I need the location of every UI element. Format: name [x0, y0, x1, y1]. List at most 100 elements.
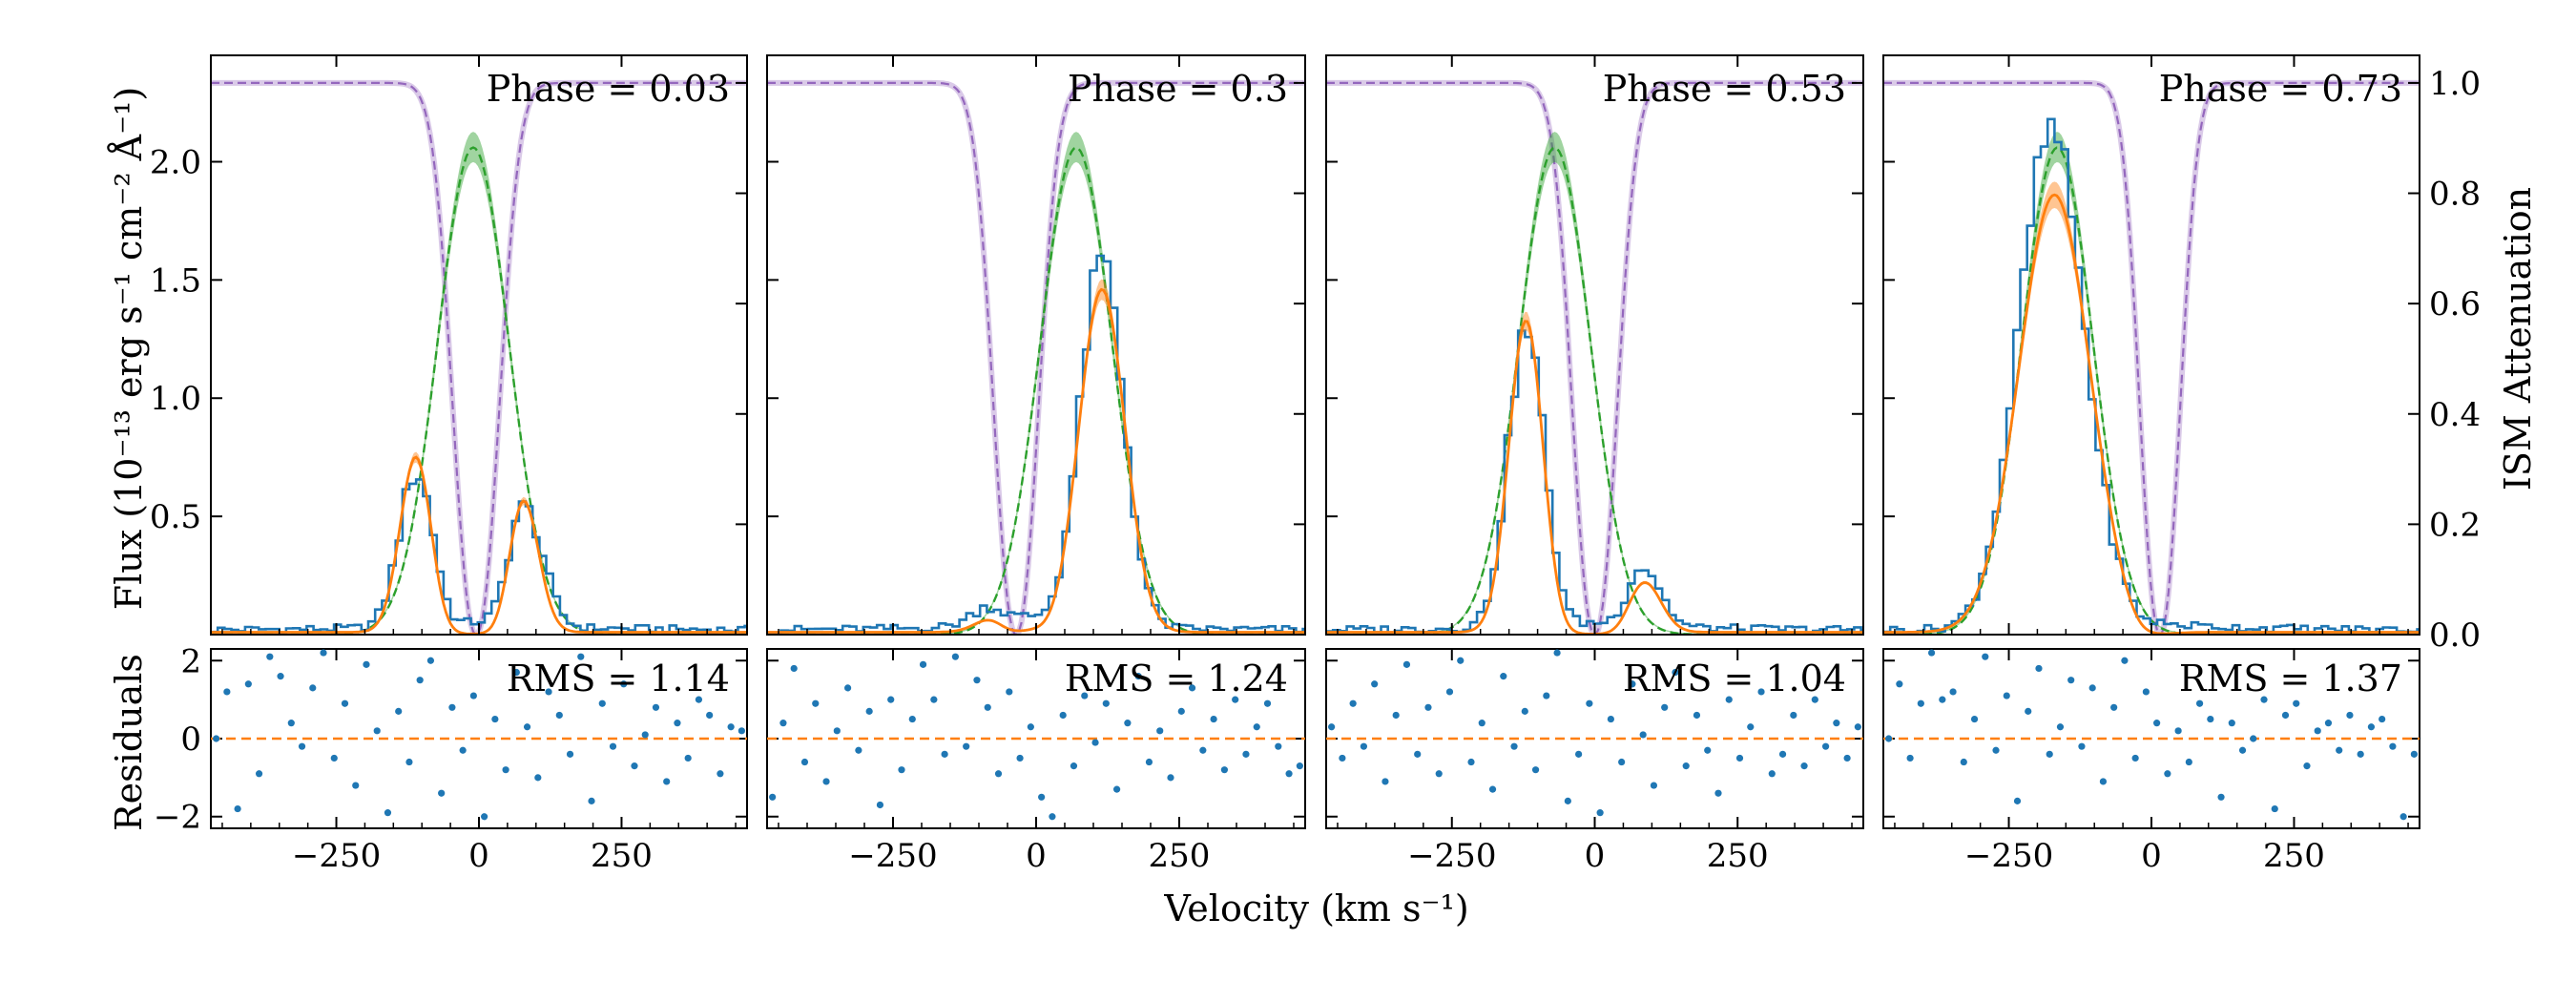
residual-point — [2099, 778, 2108, 785]
residual-point — [1435, 770, 1443, 778]
residual-point — [416, 677, 424, 684]
residual-point — [2357, 750, 2364, 758]
residual-point — [1360, 742, 1368, 750]
residual-point — [1618, 758, 1626, 766]
residual-point — [1091, 739, 1099, 746]
residual-point — [1939, 696, 1946, 703]
residual-point — [1586, 699, 1593, 707]
residual-point — [2046, 750, 2053, 758]
residual-point — [865, 707, 873, 715]
residual-point — [298, 742, 306, 750]
ism-band — [767, 79, 1305, 635]
residual-point — [1854, 723, 1861, 731]
residual-point — [1735, 754, 1744, 762]
residual-point — [876, 801, 884, 809]
y-tick-label: 0.5 — [150, 498, 201, 536]
right-tick-label: 0.6 — [2429, 285, 2481, 324]
residual-point — [1906, 754, 1914, 762]
residual-point — [2067, 677, 2075, 684]
residual-point — [1917, 699, 1924, 707]
residual-point — [1639, 731, 1647, 739]
residual-point — [534, 774, 542, 782]
residual-point — [1821, 742, 1830, 750]
plot-area — [1883, 79, 2420, 635]
residual-point — [2121, 657, 2129, 664]
residual-point — [1629, 680, 1636, 688]
residual-point — [1156, 727, 1164, 735]
residual-point — [1199, 746, 1207, 754]
residual-point — [1725, 696, 1733, 703]
residual-point — [1960, 758, 1967, 766]
residual-point — [287, 720, 295, 727]
res-y-tick-label: 0 — [180, 720, 201, 759]
residual-point — [2293, 699, 2300, 707]
residual-point — [2314, 727, 2321, 735]
rms-label: RMS = 1.14 — [507, 658, 730, 699]
residual-point — [1575, 750, 1583, 758]
residual-point — [577, 653, 585, 660]
residual-point — [1285, 770, 1293, 778]
residual-point — [1768, 770, 1776, 778]
model-band — [211, 451, 747, 635]
rms-label: RMS = 1.37 — [2179, 658, 2402, 699]
residual-point — [2131, 754, 2139, 762]
residual-point — [2035, 664, 2043, 673]
residual-point — [2217, 793, 2225, 801]
residual-point — [1661, 703, 1669, 711]
panel-4: −250 0 250 0.0 0.2 0.4 0.6 0.8 1.0 Phase = 0.73 RM… — [1882, 54, 2481, 875]
residual-point — [812, 699, 820, 707]
residual-point — [963, 742, 970, 750]
panel-2: −250 0 250 Phase = 0.3 RMS = 1.24 — [766, 54, 1306, 875]
residual-point — [695, 696, 703, 703]
residual-point — [2110, 703, 2118, 711]
data-histogram — [1883, 117, 2420, 635]
residual-point — [1607, 715, 1614, 723]
residual-point — [1253, 723, 1260, 731]
residual-point — [620, 680, 628, 688]
residual-point — [1885, 735, 1893, 742]
residual-point — [2399, 813, 2407, 821]
data-histogram — [211, 478, 747, 635]
residual-point — [2303, 762, 2311, 770]
main-frame — [1325, 54, 1864, 636]
residual-point — [1693, 711, 1701, 720]
phase-label: Phase = 0.53 — [1603, 68, 1846, 110]
plot-area — [1326, 79, 1863, 635]
residual-point — [1757, 688, 1765, 696]
ism-attenuation-line — [1326, 81, 1863, 635]
residual-point — [1145, 758, 1153, 766]
y-axis-label-left: Flux (10⁻¹³ erg s⁻¹ cm⁻² Å⁻¹) — [108, 87, 150, 610]
residual-point — [2228, 720, 2235, 727]
residual-point — [2088, 684, 2096, 692]
residual-point — [1778, 750, 1787, 758]
residual-point — [1543, 692, 1550, 699]
residual-point — [1478, 720, 1485, 727]
residual-point — [973, 677, 981, 684]
ism-attenuation-line — [767, 81, 1305, 635]
residual-point — [822, 778, 830, 785]
residual-point — [2164, 770, 2171, 778]
residual-point — [481, 813, 488, 821]
residual-point — [2056, 723, 2065, 731]
plot-area — [211, 79, 747, 635]
x-tick-label: 250 — [1149, 837, 1211, 875]
x-tick-label: 0 — [2141, 837, 2162, 875]
x-tick-label: −250 — [292, 837, 381, 875]
residual-point — [2153, 720, 2161, 727]
y-tick-label: 1.5 — [150, 261, 201, 300]
residual-point — [1124, 720, 1132, 727]
residual-point — [512, 668, 520, 677]
residual-point — [1553, 649, 1561, 657]
residual-point — [790, 664, 798, 673]
residual-point — [1081, 692, 1089, 699]
residual-point — [2260, 696, 2268, 703]
x-tick-label: 0 — [468, 837, 489, 875]
residual-point — [1714, 789, 1722, 797]
residual-point — [588, 797, 595, 804]
residual-point — [663, 778, 671, 785]
residual-point — [1232, 696, 1239, 703]
residual-point — [919, 660, 927, 668]
residual-point — [1038, 793, 1046, 801]
residual-point — [1328, 723, 1336, 731]
residual-point — [887, 696, 895, 703]
